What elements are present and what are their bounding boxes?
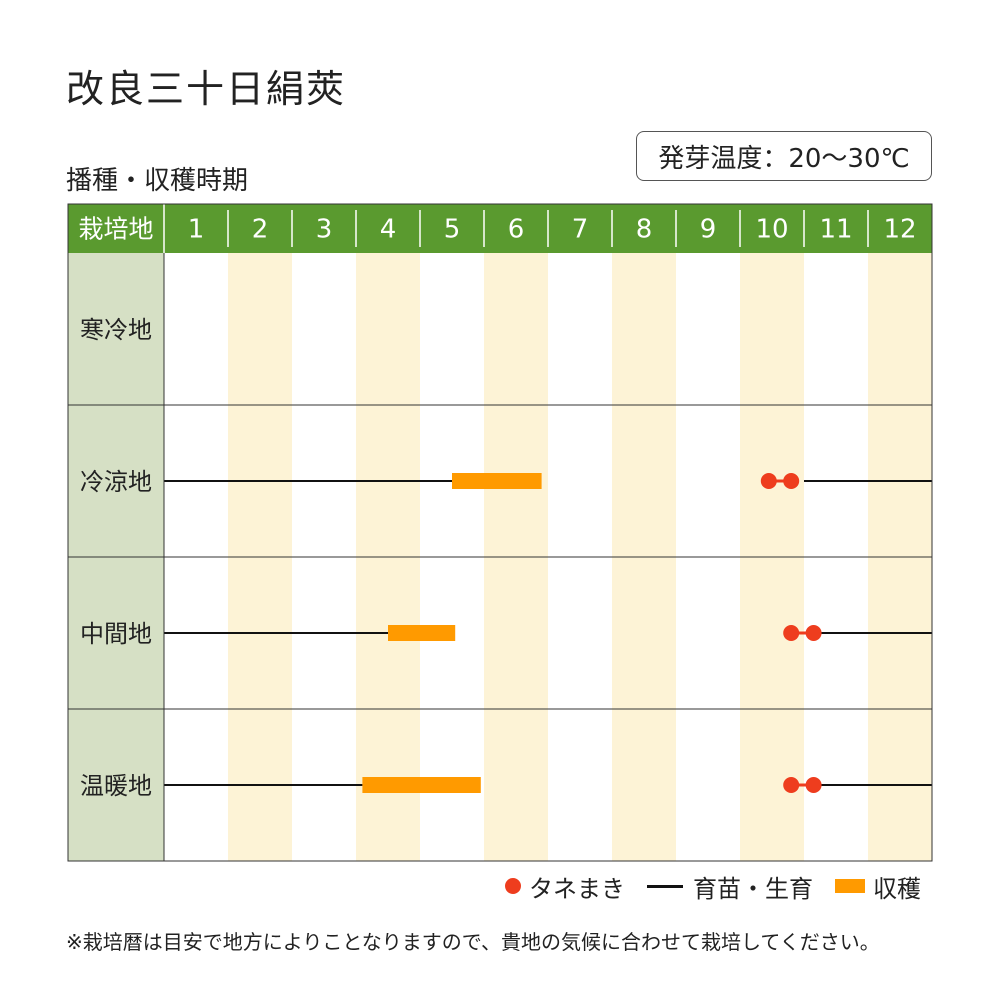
month-tick-label: 2	[252, 215, 269, 245]
month-tick-label: 4	[380, 215, 397, 245]
harvest-bar	[452, 473, 542, 489]
month-tick-label: 3	[316, 215, 333, 245]
legend-harvest-label: 収穫	[873, 874, 921, 903]
footnote: ※栽培暦は目安で地方によりことなりますので、貴地の気候に合わせて栽培してください…	[66, 930, 880, 954]
chart-border	[67, 203, 933, 862]
chart-legend: タネまき 育苗・生育 収穫	[505, 866, 921, 906]
month-tick-label: 9	[700, 215, 717, 245]
month-tick-label: 1	[188, 215, 205, 245]
legend-sowing: タネまき	[505, 869, 625, 904]
legend-harvest: 収穫	[835, 869, 921, 904]
region-label: 温暖地	[80, 772, 152, 800]
legend-seedling-label: 育苗・生育	[693, 874, 813, 903]
harvest-bar-icon	[835, 879, 865, 893]
header-bar	[68, 204, 932, 253]
month-tick-label: 10	[755, 215, 788, 245]
page-title: 改良三十日絹莢	[66, 67, 347, 111]
header-region-label: 栽培地	[78, 215, 153, 244]
sowing-dot	[805, 625, 822, 641]
harvest-bar	[362, 777, 481, 793]
region-label: 中間地	[80, 620, 152, 648]
month-tick-label: 8	[636, 215, 653, 245]
sowing-dot	[783, 625, 800, 641]
legend-seedling: 育苗・生育	[647, 869, 813, 904]
region-label: 寒冷地	[80, 316, 152, 344]
month-tick-label: 7	[572, 215, 589, 245]
sowing-dot	[783, 473, 800, 489]
growth-line-icon	[647, 884, 683, 888]
legend-sowing-label: タネまき	[529, 874, 625, 903]
region-label: 冷涼地	[80, 468, 152, 496]
sowing-dot	[760, 473, 777, 489]
month-tick-label: 12	[883, 215, 916, 245]
month-tick-label: 11	[819, 215, 852, 245]
germination-temp-badge: 発芽温度：20〜30℃	[636, 131, 932, 181]
harvest-bar	[388, 625, 456, 641]
chart-subtitle: 播種・収穫時期	[66, 166, 249, 196]
sowing-dot	[783, 777, 800, 793]
month-tick-label: 6	[508, 215, 525, 245]
sowing-dot-icon	[505, 878, 521, 894]
month-tick-label: 5	[444, 215, 461, 245]
sowing-dot	[805, 777, 822, 793]
